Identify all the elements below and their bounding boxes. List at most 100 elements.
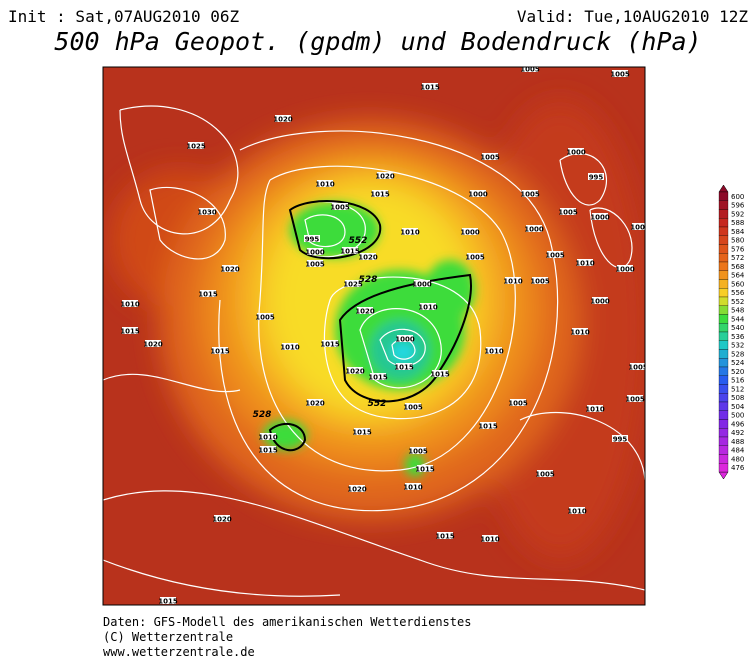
isobar-label: 1005 xyxy=(480,154,500,162)
isobar-label-bg xyxy=(486,347,502,354)
isobar-label-bg xyxy=(547,251,563,258)
colorbar-swatch xyxy=(718,410,729,420)
isobar-label: 1010 xyxy=(567,508,587,516)
colorbar-label: 580 xyxy=(731,237,744,245)
isobar-label: 1000 xyxy=(590,214,610,222)
isobar-label-bg xyxy=(405,403,421,410)
colorbar-swatch xyxy=(718,191,729,201)
isobar-label: 1000 xyxy=(468,191,488,199)
isobar-label-bg xyxy=(630,363,645,370)
colorbar-swatch xyxy=(718,200,729,210)
colorbar-label: 544 xyxy=(731,315,745,323)
colorbar-label: 576 xyxy=(731,245,745,253)
colorbar-label: 484 xyxy=(731,447,745,455)
isobar-label-bg xyxy=(417,465,433,472)
isobar-label-bg xyxy=(592,297,608,304)
isobar-label-bg xyxy=(257,313,273,320)
colorbar-swatch xyxy=(718,253,729,263)
colorbar-label: 492 xyxy=(731,429,744,437)
isobar-label: 1010 xyxy=(484,348,504,356)
isobar-label-bg xyxy=(349,485,365,492)
isobar-label: 1000 xyxy=(590,298,610,306)
isobar-label: 1010 xyxy=(315,181,335,189)
colorbar-label: 524 xyxy=(731,359,745,367)
isobar-label: 1025 xyxy=(343,281,363,289)
colorbar-swatch xyxy=(718,358,729,368)
colorbar-label: 568 xyxy=(731,263,744,271)
isobar-label: 1020 xyxy=(355,308,375,316)
colorbar-label: 504 xyxy=(731,403,745,411)
isobar-label-bg xyxy=(522,67,538,72)
isobar-label: 1015 xyxy=(210,348,230,356)
isobar-label-bg xyxy=(422,83,438,90)
isobar-label: 1005 xyxy=(408,448,428,456)
colorbar-swatch xyxy=(718,288,729,298)
isobar-label: 1010 xyxy=(120,301,140,309)
colorbar-label: 592 xyxy=(731,210,744,218)
isobar-label: 1005 xyxy=(610,71,630,79)
colorbar-label: 536 xyxy=(731,333,745,341)
colorbar-swatch xyxy=(718,323,729,333)
colorbar-swatch xyxy=(718,463,729,473)
isobar-label-bg xyxy=(307,260,323,267)
isobar-label: 1015 xyxy=(352,429,372,437)
isobar-label-bg xyxy=(199,208,215,215)
isobar-label-bg xyxy=(260,446,276,453)
isobar-label-bg xyxy=(577,259,593,266)
isobar-label: 1010 xyxy=(570,329,590,337)
colorbar-swatch xyxy=(718,270,729,280)
isobar-label-bg xyxy=(592,213,608,220)
isobar-label-bg xyxy=(432,370,448,377)
isobar-label: 1020 xyxy=(347,486,367,494)
isobar-label: 1015 xyxy=(258,447,278,455)
isobar-label-bg xyxy=(347,367,363,374)
isobar-label: 1020 xyxy=(345,368,365,376)
colorbar-swatch xyxy=(718,314,729,324)
colorbar-label: 596 xyxy=(731,202,745,210)
height-contours xyxy=(268,200,472,452)
colorbar-swatch xyxy=(718,261,729,271)
colorbar-swatch xyxy=(718,209,729,219)
isobar-label: 1020 xyxy=(212,516,232,524)
isobar-label-bg xyxy=(354,428,370,435)
colorbar-label: 512 xyxy=(731,385,744,393)
isobar-label-bg xyxy=(360,253,376,260)
isobar-label-bg xyxy=(568,148,584,155)
isobar-label-bg xyxy=(222,265,238,272)
colorbar: 6005965925885845805765725685645605565525… xyxy=(718,184,745,480)
isobar-label-bg xyxy=(522,190,538,197)
colorbar-swatch xyxy=(718,428,729,438)
colorbar-label: 500 xyxy=(731,412,744,420)
isobar-label: 1000 xyxy=(412,281,432,289)
footer-copyright: (C) Wetterzentrale xyxy=(103,630,233,644)
isobar-label-bg xyxy=(482,153,498,160)
colorbar-label: 528 xyxy=(731,350,744,358)
isobar-label: 1005 xyxy=(403,404,423,412)
isobar-label: 1015 xyxy=(120,328,140,336)
colorbar-label: 516 xyxy=(731,377,745,385)
isobar-label: 1015 xyxy=(320,341,340,349)
isobar-label-bg xyxy=(560,208,576,215)
isobar-label: 1010 xyxy=(400,229,420,237)
isobar-label: 1000 xyxy=(524,226,544,234)
isobar-label-bg xyxy=(260,433,276,440)
isobar-label: 1005 xyxy=(520,66,540,74)
isobar-label: 1000 xyxy=(305,249,325,257)
colorbar-swatch xyxy=(718,218,729,228)
isobar-label-bg xyxy=(397,335,413,342)
isobar-label: 1015 xyxy=(368,374,388,382)
isobar-label-bg xyxy=(482,535,498,542)
height-label: 552 xyxy=(368,399,387,409)
isobar-label: 1005 xyxy=(305,261,325,269)
isobar-label-bg xyxy=(282,343,298,350)
isobar-label-bg xyxy=(160,597,176,604)
colorbar-label: 556 xyxy=(731,289,745,297)
isobar-label: 1015 xyxy=(340,248,360,256)
isobar-label-bg xyxy=(537,470,553,477)
colorbar-swatch xyxy=(718,436,729,446)
isobar-label-bg xyxy=(410,447,426,454)
isobar-label: 1010 xyxy=(503,278,523,286)
isobar-label: 1015 xyxy=(394,364,414,372)
isobar-label: 1015 xyxy=(430,371,450,379)
